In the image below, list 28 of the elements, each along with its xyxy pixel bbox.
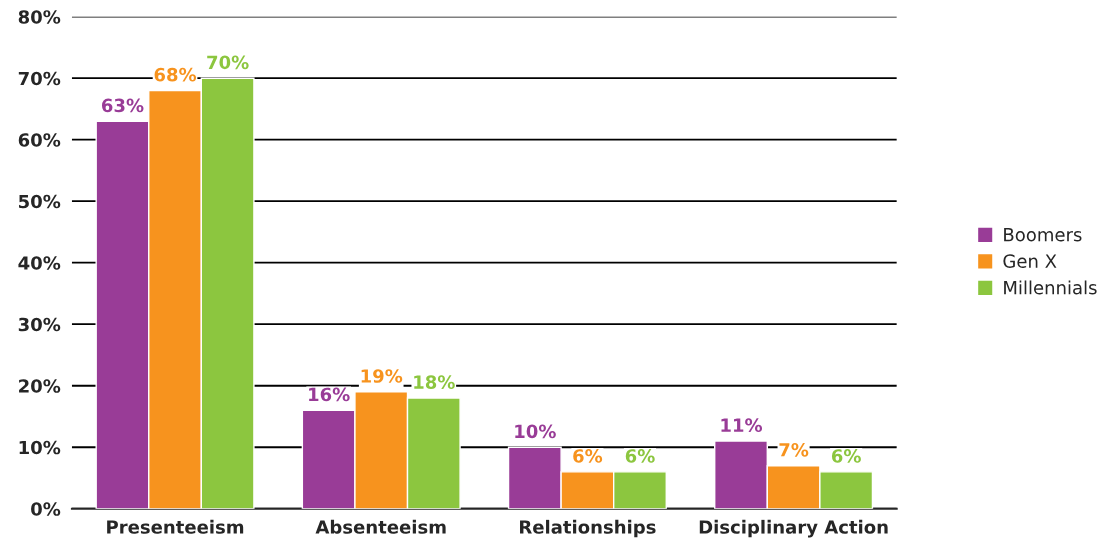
- data-label: 68%: [154, 67, 197, 82]
- data-label: 6%: [573, 449, 603, 463]
- y-tick-label: 0%: [31, 502, 61, 516]
- x-tick-label: Absenteeism: [315, 519, 446, 534]
- y-tick-label: 70%: [18, 71, 61, 86]
- y-tick-label: 80%: [18, 10, 61, 24]
- data-label: 11%: [721, 418, 763, 433]
- data-label: 6%: [831, 449, 861, 463]
- y-tick-label: 50%: [19, 194, 61, 209]
- data-label: 6%: [625, 449, 655, 463]
- legend-label: Gen X: [1003, 254, 1057, 268]
- y-tick-label: 40%: [18, 256, 61, 270]
- data-label: 7%: [779, 442, 809, 457]
- y-tick-label: 30%: [18, 317, 61, 332]
- legend-label: Boomers: [1004, 228, 1082, 242]
- data-label: 63%: [101, 98, 144, 113]
- x-tick-label: Disciplinary Action: [699, 519, 888, 538]
- data-label: 16%: [309, 387, 350, 402]
- data-label: 18%: [414, 375, 455, 389]
- data-label: 10%: [515, 424, 556, 439]
- data-label: 19%: [361, 369, 403, 383]
- x-tick-label: Presenteeism: [107, 519, 244, 534]
- y-tick-label: 60%: [18, 133, 61, 147]
- y-tick-label: 20%: [19, 379, 61, 393]
- legend-label: Millennials: [1004, 280, 1097, 295]
- x-tick-label: Relationships: [520, 519, 656, 538]
- data-label: 70%: [207, 55, 249, 70]
- y-tick-label: 10%: [19, 440, 61, 455]
